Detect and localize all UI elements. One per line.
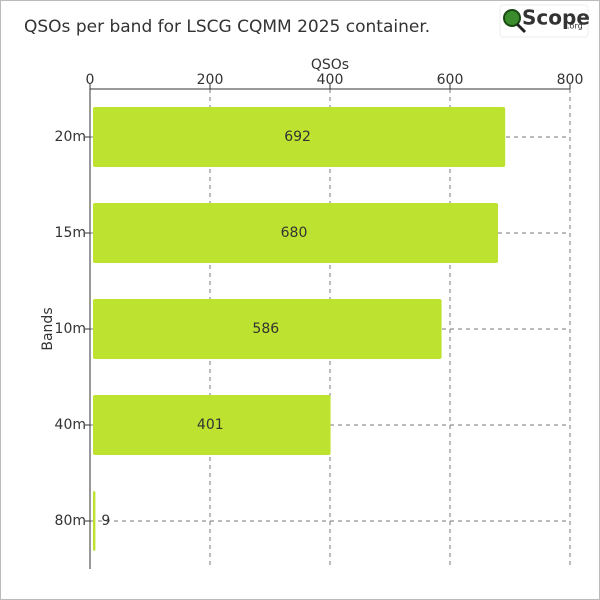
x-tick-label: 800 — [557, 72, 584, 88]
bar — [93, 299, 442, 359]
x-tick-label: 200 — [197, 72, 224, 88]
x-tick-label: 400 — [317, 72, 344, 88]
logo: Scope .org — [499, 4, 590, 38]
logo-handle — [515, 22, 527, 34]
bar — [93, 107, 506, 167]
bar — [93, 491, 96, 551]
value-label: 401 — [197, 417, 224, 433]
bar — [93, 395, 331, 455]
value-label: 586 — [252, 321, 279, 337]
y-axis-label: Bands — [40, 307, 56, 350]
logo-lens — [503, 9, 521, 27]
logo-suffix: .org — [567, 22, 583, 31]
y-tick-label: 40m — [55, 417, 86, 433]
x-tick-label: 0 — [86, 72, 95, 88]
y-tick-label: 10m — [55, 321, 86, 337]
x-tick-label: 600 — [437, 72, 464, 88]
y-tick-label: 15m — [55, 225, 86, 241]
value-label: 680 — [281, 225, 308, 241]
value-label: 9 — [101, 513, 110, 529]
y-tick-label: 80m — [55, 513, 86, 529]
bar — [93, 203, 498, 263]
y-tick-label: 20m — [55, 129, 86, 145]
value-label: 692 — [284, 129, 311, 145]
logo-name: Scope — [522, 6, 590, 30]
x-axis-label: QSOs — [311, 57, 349, 73]
chart-title: QSOs per band for LSCG CQMM 2025 contain… — [24, 17, 430, 37]
